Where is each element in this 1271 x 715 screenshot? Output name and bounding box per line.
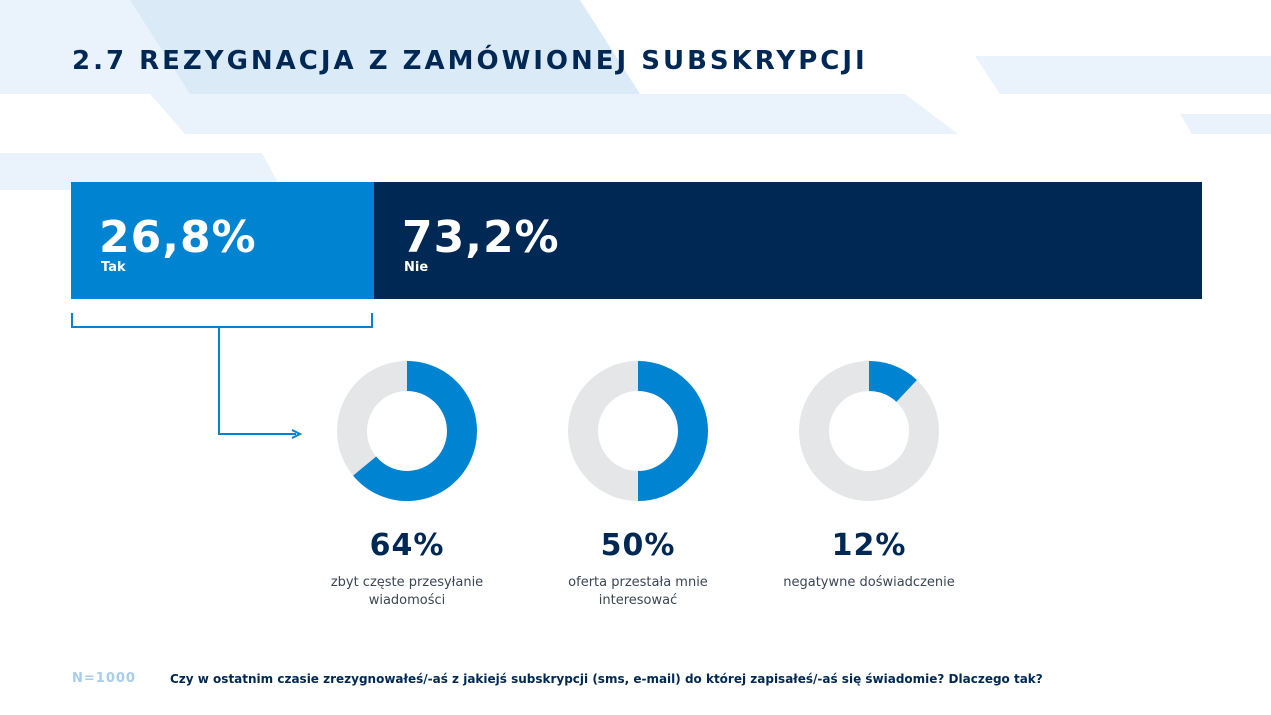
donut-chart: [568, 361, 708, 501]
bg-shape: [150, 94, 958, 134]
donut-category-label: zbyt częste przesyłanie wiadomości: [297, 574, 517, 610]
donut-value-label: 50%: [600, 528, 676, 563]
donut-label-line: negatywne doświadczenie: [783, 575, 955, 590]
donut-chart: [799, 361, 939, 501]
donut-label-line: wiadomości: [368, 593, 446, 608]
donut-label-line: interesować: [598, 593, 678, 608]
donut-arc: [637, 361, 708, 501]
donut-category-label: negatywne doświadczenie: [759, 574, 979, 592]
bg-shape: [0, 153, 282, 190]
bar-segment-nie: 73,2% Nie: [374, 182, 1202, 299]
bracket-line: [71, 313, 373, 328]
donut-label-line: oferta przestała mnie: [568, 575, 708, 590]
donut-value-label: 12%: [831, 528, 907, 563]
page-title: 2.7 Rezygnacja z zamówionej subskrypcji: [72, 46, 868, 76]
bar-value-label: 26,8%: [99, 212, 257, 263]
connector-line: [218, 327, 296, 435]
bg-shape: [1180, 114, 1271, 134]
bar-segment-tak: 26,8% Tak: [71, 182, 374, 299]
bar-category-label: Tak: [101, 260, 126, 275]
bar-category-label: Nie: [404, 260, 429, 275]
donut-category-label: oferta przestała mnie interesować: [528, 574, 748, 610]
donut-value-label: 64%: [369, 528, 445, 563]
donut-chart: [337, 361, 477, 501]
donut-arc: [353, 361, 477, 501]
sample-size-label: N=1000: [72, 671, 136, 686]
survey-question: Czy w ostatnim czasie zrezygnowałeś/-aś …: [170, 672, 1043, 686]
donut-label-line: zbyt częste przesyłanie: [330, 575, 484, 590]
bg-shape: [975, 56, 1271, 94]
donut-arc: [868, 361, 917, 403]
donut-track: [799, 361, 939, 501]
bar-value-label: 73,2%: [402, 212, 560, 263]
bg-shape: [130, 0, 640, 94]
arrow-head-icon: [291, 429, 303, 439]
